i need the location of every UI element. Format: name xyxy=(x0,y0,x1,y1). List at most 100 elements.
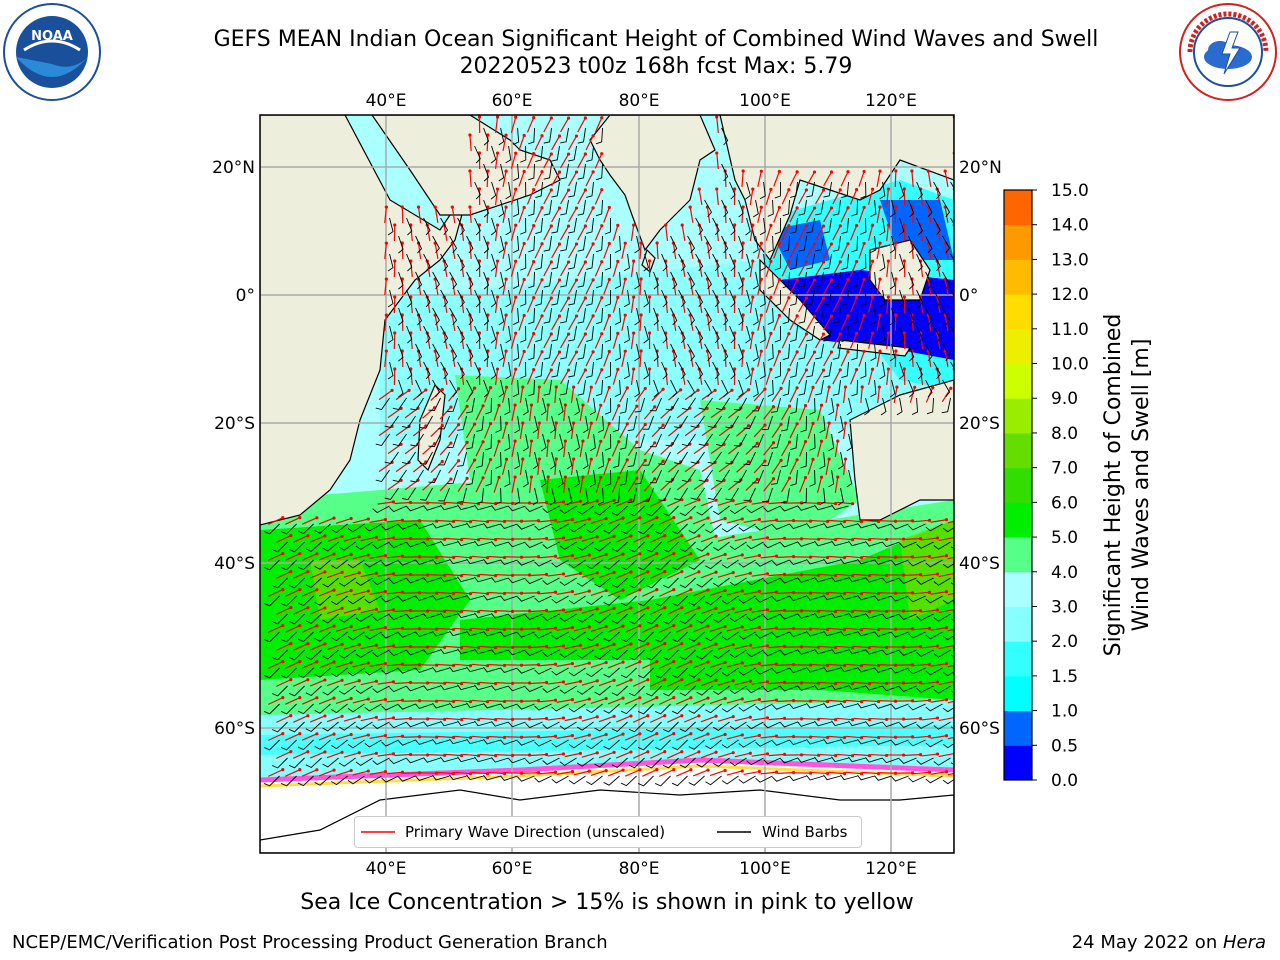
wind-barb xyxy=(789,559,807,566)
wave-arrow-head xyxy=(850,502,855,506)
wind-barb xyxy=(449,522,467,529)
wave-arrow-head xyxy=(554,385,558,389)
wind-barb xyxy=(645,505,662,517)
wave-arrow xyxy=(811,699,828,703)
wave-arrow-head xyxy=(281,624,285,628)
wind-barb xyxy=(841,361,850,379)
wave-arrow-head xyxy=(595,679,599,683)
wave-arrow-head xyxy=(600,368,604,372)
wave-arrow xyxy=(823,315,832,331)
wind-barb xyxy=(520,145,527,163)
wave-arrow-head xyxy=(748,535,752,539)
wind-barb xyxy=(528,307,536,325)
wave-arrow-head xyxy=(846,350,850,354)
wave-arrow-head xyxy=(846,242,850,246)
wind-barb xyxy=(543,199,553,216)
wave-arrow-head xyxy=(495,367,500,371)
wave-arrow-head xyxy=(723,768,727,773)
wind-barb xyxy=(432,702,450,709)
wind-barb xyxy=(398,595,416,602)
wind-barb xyxy=(743,415,756,430)
wave-arrow xyxy=(577,189,586,205)
wave-arrow xyxy=(426,297,431,313)
wave-arrow-head xyxy=(886,223,891,227)
wave-arrow-head xyxy=(374,607,378,611)
wave-arrow-head xyxy=(583,296,587,300)
wind-barb xyxy=(899,613,917,620)
wind-barb xyxy=(729,649,747,659)
wave-arrow xyxy=(819,753,836,757)
wave-arrow-head xyxy=(748,751,752,755)
wind-barb xyxy=(597,451,605,469)
wave-arrow xyxy=(879,700,896,702)
wind-barb xyxy=(857,774,875,781)
wave-arrow xyxy=(845,663,862,667)
wave-arrow-head xyxy=(774,518,779,522)
wind-barb xyxy=(882,721,900,728)
wave-arrow-head xyxy=(787,260,791,264)
wave-arrow-head xyxy=(332,624,336,628)
wave-arrow xyxy=(675,517,692,525)
wave-arrow xyxy=(845,519,862,523)
wind-barb xyxy=(661,325,668,344)
wave-arrow-head xyxy=(434,627,439,631)
wave-arrow xyxy=(760,555,777,559)
wave-arrow-head xyxy=(527,537,532,541)
wave-arrow-head xyxy=(510,501,515,505)
wind-barb xyxy=(322,541,339,552)
wave-arrow xyxy=(587,423,592,439)
wave-arrow-head xyxy=(456,459,461,463)
wave-arrow xyxy=(849,225,858,241)
wave-arrow-head xyxy=(723,660,727,665)
wave-arrow-head xyxy=(323,714,327,718)
wave-arrow-head xyxy=(522,241,526,246)
wind-barb xyxy=(491,613,509,619)
wave-arrow xyxy=(598,751,615,759)
wind-barb xyxy=(595,235,604,253)
wave-arrow xyxy=(293,571,309,579)
wind-barb xyxy=(542,613,560,622)
wind-barb xyxy=(645,613,662,625)
wave-arrow-head xyxy=(477,259,482,263)
wind-barb xyxy=(466,379,474,398)
wave-arrow xyxy=(585,279,594,295)
wind-barb xyxy=(865,685,883,691)
wave-arrow xyxy=(709,769,726,777)
wave-arrow-head xyxy=(417,771,422,775)
lat-tick-right: 20°N xyxy=(959,158,1002,178)
wave-arrow-head xyxy=(655,660,659,664)
wave-arrow xyxy=(437,699,454,703)
wave-arrow-head xyxy=(587,769,591,773)
wave-arrow xyxy=(741,278,744,296)
wave-arrow-head xyxy=(315,660,319,664)
wind-barb xyxy=(690,415,705,429)
wave-arrow-head xyxy=(510,681,515,685)
wind-barb xyxy=(614,379,621,397)
wave-arrow-head xyxy=(519,663,524,667)
wave-arrow xyxy=(577,333,586,349)
wave-arrow-head xyxy=(599,403,603,407)
wind-barb xyxy=(879,253,886,272)
wind-barb xyxy=(483,235,490,254)
wave-arrow-head xyxy=(877,385,882,389)
wave-arrow xyxy=(603,207,610,223)
wave-arrow-head xyxy=(408,500,413,505)
wave-arrow-head xyxy=(485,628,490,632)
wave-arrow-head xyxy=(842,736,847,740)
wave-arrow xyxy=(318,517,335,525)
wind-barb xyxy=(438,451,450,466)
wave-arrow-head xyxy=(391,536,396,540)
wave-arrow-head xyxy=(769,223,773,227)
wave-arrow-head xyxy=(804,188,809,192)
wave-arrow xyxy=(693,443,708,455)
wave-arrow-head xyxy=(812,242,817,246)
wave-arrow xyxy=(386,699,403,703)
wind-barb xyxy=(806,667,824,673)
wave-arrow-head xyxy=(836,439,840,443)
wind-barb xyxy=(846,469,853,488)
wind-barb xyxy=(916,361,923,380)
wave-arrow-head xyxy=(944,518,949,522)
wave-arrow-head xyxy=(910,735,915,739)
wind-barb xyxy=(916,613,934,621)
wave-arrow xyxy=(811,519,828,523)
